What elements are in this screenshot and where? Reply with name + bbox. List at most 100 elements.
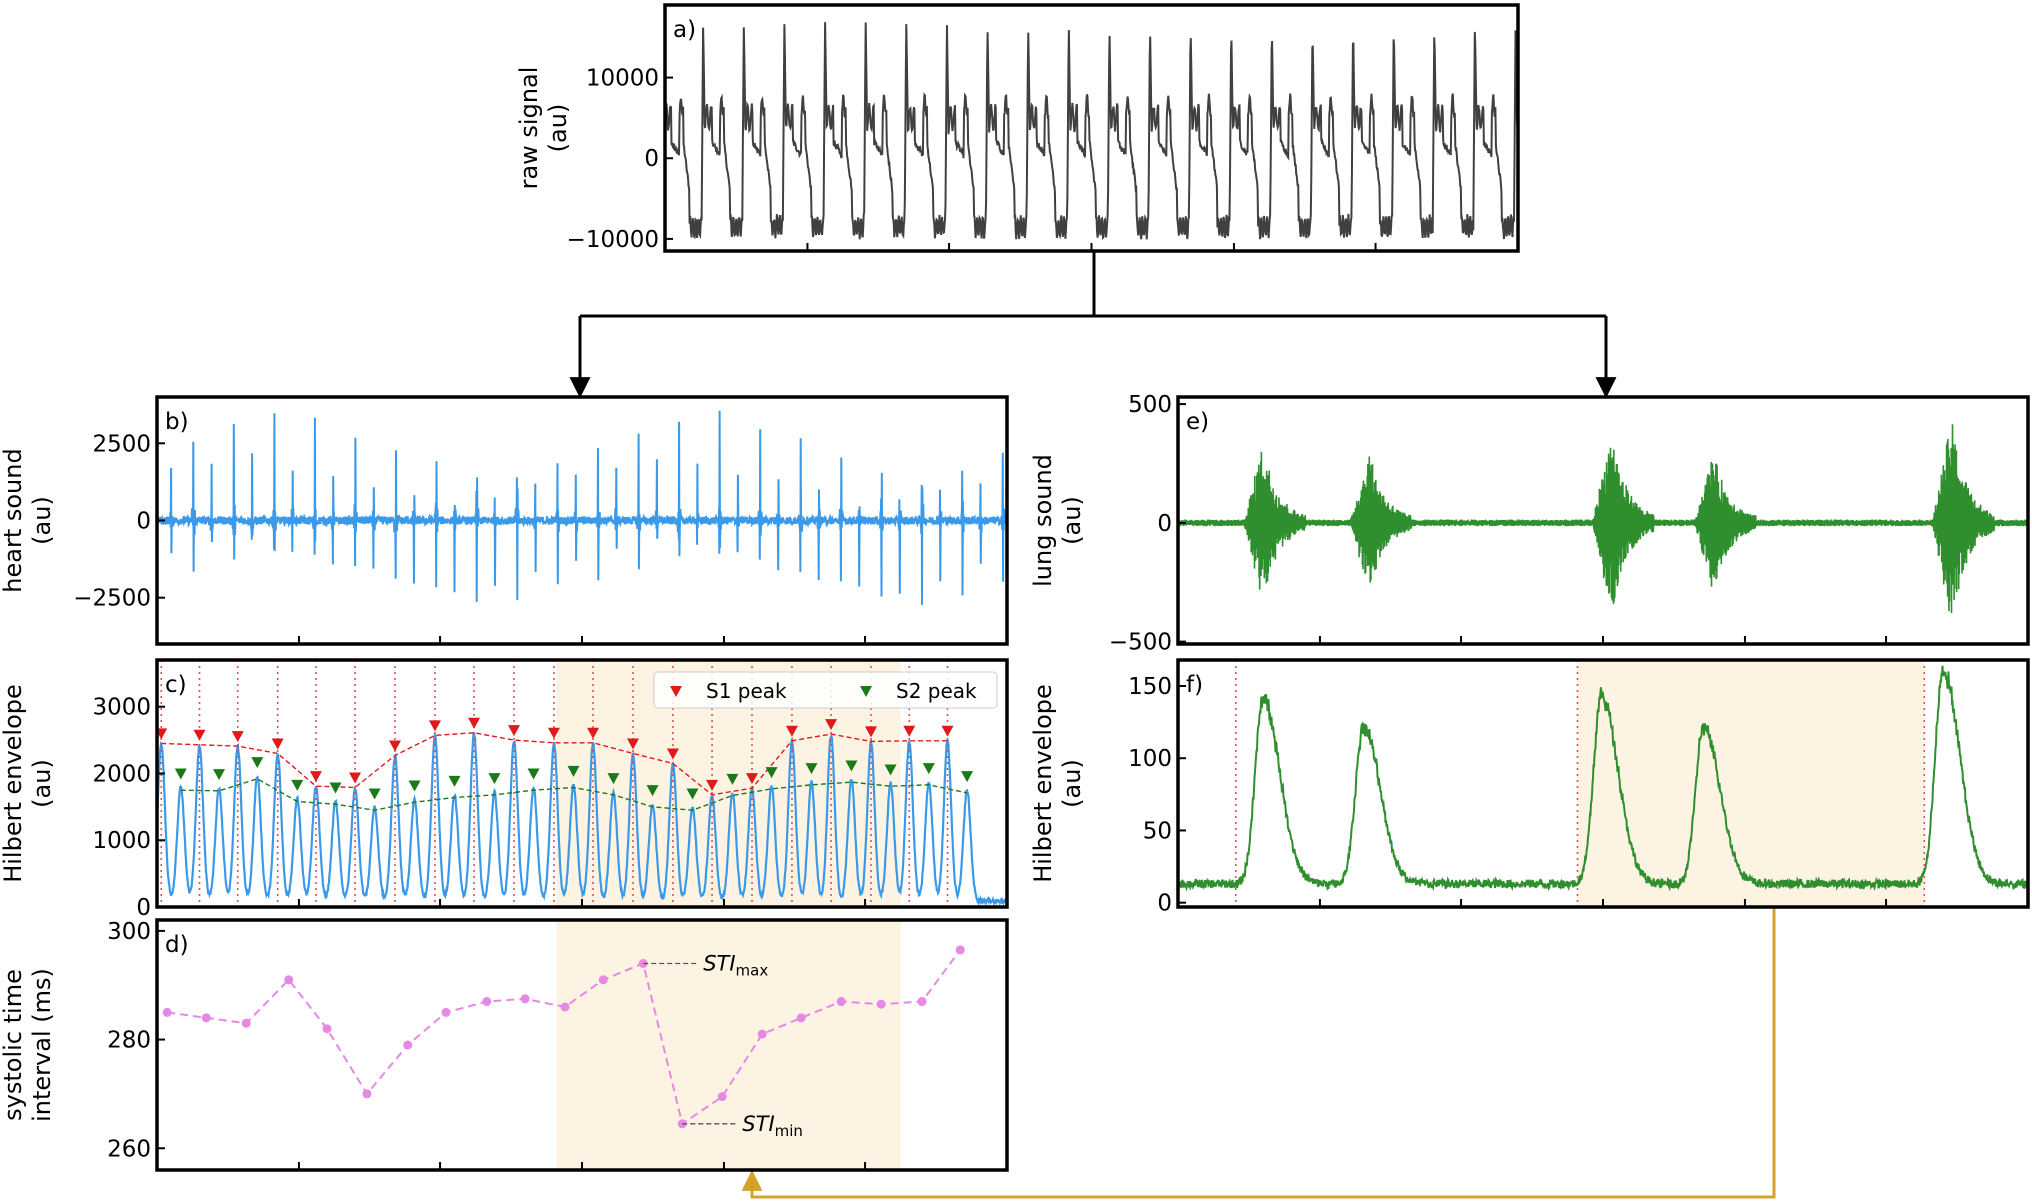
sti-point (598, 975, 608, 985)
sti-point (403, 1040, 413, 1050)
s2-peak-marker (805, 763, 818, 775)
panel-b: −2500 0 2500 b) heart sound(au) (0, 395, 1009, 646)
s1-peak-marker (785, 725, 798, 737)
s1-peak-marker (941, 725, 954, 737)
s2-peak-marker (922, 763, 935, 775)
s1-peak-marker (157, 728, 168, 740)
series-lung-envelope (1178, 665, 2028, 892)
s2-peak-marker (291, 779, 304, 791)
series-lung-sound (1178, 424, 2028, 614)
s2-peak-marker (686, 788, 699, 800)
y-tick-label: 0 (1157, 891, 1172, 917)
y-tick-label: 2000 (92, 761, 151, 787)
s1-peak-marker (865, 726, 877, 738)
sti-point (757, 1029, 767, 1039)
s1-peak-marker (547, 727, 560, 739)
y-tick-label: 10000 (586, 66, 659, 92)
s2-peak-marker (329, 782, 342, 794)
y-axis-label: heart sound(au) (0, 448, 56, 592)
y-tick-label: −500 (1109, 630, 1172, 656)
sti-point (322, 1024, 332, 1034)
highlight-region (556, 920, 901, 1170)
y-tick-label: 0 (644, 146, 659, 172)
s2-peak-marker (368, 788, 381, 800)
y-tick-label: −2500 (73, 586, 151, 612)
plot-area-a (665, 22, 1518, 241)
s1-peak-marker (627, 738, 639, 750)
s2-peak-marker (646, 785, 659, 797)
series-heart-envelope (157, 731, 1007, 907)
series-raw-signal (665, 22, 1518, 241)
y-tick-label: 300 (107, 919, 151, 945)
s2-trend-line (180, 778, 968, 811)
sti-point (284, 975, 294, 985)
legend-label: S1 peak (706, 679, 787, 703)
sti-point (201, 1013, 211, 1023)
sti-point (162, 1007, 172, 1017)
y-tick-label: 1000 (92, 828, 151, 854)
s2-peak-marker (408, 780, 421, 792)
panel-d: STImax STImin 260 280 300 d) systolic timeinte… (0, 918, 1009, 1172)
legend-marker (670, 686, 682, 697)
s1-peak-marker (706, 779, 719, 791)
s1-peak-marker (587, 727, 600, 739)
s2-peak-marker (174, 768, 187, 780)
plot-area-f (1178, 660, 2028, 907)
legend: S1 peak S2 peak (653, 671, 998, 709)
s2-peak-marker (527, 768, 540, 780)
s1-peak-marker (903, 725, 916, 737)
s2-peak-marker (607, 773, 620, 785)
split-arrow-stem (580, 250, 1096, 318)
sti-point (796, 1013, 806, 1023)
sti-point (917, 997, 927, 1007)
highlight-region (1577, 660, 1925, 907)
s2-peak-marker (726, 773, 739, 785)
s2-peak-marker (765, 767, 778, 779)
series-heart-sound (157, 410, 1007, 605)
s2-peak-marker (884, 764, 897, 776)
s1-peak-marker (349, 772, 362, 784)
panel-c: S1 peak S2 peak 0 1000 2000 3000 c) Hilbert env… (0, 658, 1009, 921)
y-tick-label: 100 (1128, 746, 1172, 772)
sti-point (520, 994, 530, 1004)
y-tick-label: 0 (136, 895, 151, 921)
s1-peak-marker (428, 720, 441, 732)
s1-peak-marker (825, 719, 838, 731)
y-axis-label: systolic timeinterval (ms) (0, 968, 56, 1122)
panel-label: d) (165, 932, 189, 958)
y-tick-label: 0 (1157, 511, 1172, 537)
y-tick-label: 2500 (92, 431, 151, 457)
s2-peak-marker (961, 771, 974, 783)
connector-arrows (569, 250, 1776, 1199)
panel-label: e) (1186, 409, 1209, 435)
panel-f: 0 50 100 150 f) Hilbert envelope(au) (1029, 658, 2030, 917)
plot-area-e (1178, 424, 2028, 614)
sti-point (836, 997, 846, 1007)
s1-peak-marker (193, 729, 206, 741)
y-axis-label: raw signal(au) (515, 67, 572, 190)
plot-area-d (162, 920, 965, 1170)
s1-peak-marker (468, 717, 481, 729)
y-tick-label: 150 (1128, 674, 1172, 700)
y-tick-label: 500 (1128, 392, 1172, 418)
s2-peak-marker (567, 765, 580, 777)
s2-peak-marker (213, 769, 226, 781)
sti-point (876, 999, 886, 1009)
panel-label: f) (1186, 672, 1203, 698)
s1-peak-marker (389, 740, 401, 752)
panel-label: b) (165, 409, 189, 435)
y-tick-label: 260 (107, 1136, 151, 1162)
y-tick-label: 50 (1143, 818, 1172, 844)
panel-e: −500 0 500 e) lung sound(au) (1029, 392, 2030, 656)
sti-point (441, 1007, 451, 1017)
s1-peak-marker (666, 748, 679, 760)
annotation-label: STImin (742, 1112, 803, 1140)
plot-area-b (157, 410, 1007, 605)
sti-point (717, 1092, 727, 1102)
annotation-label: STImax (703, 951, 768, 979)
gold-feedback-arrow (741, 906, 1776, 1199)
sti-point (241, 1018, 251, 1028)
y-tick-label: 3000 (92, 695, 151, 721)
sti-point (955, 945, 965, 955)
s2-peak-marker (845, 760, 858, 772)
